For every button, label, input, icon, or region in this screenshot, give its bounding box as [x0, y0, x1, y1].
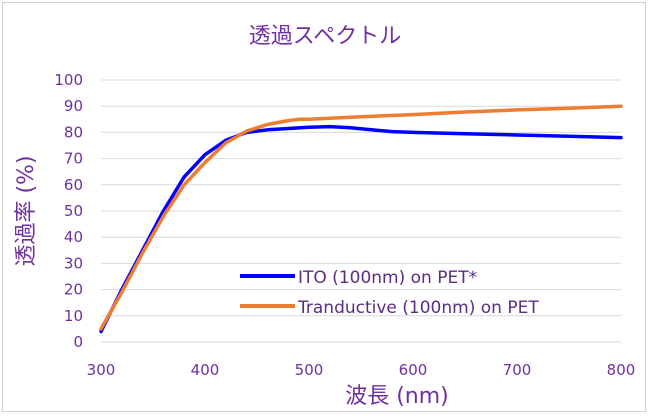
- series-line-2: [99, 104, 623, 331]
- legend-label-2: Tranductive (100nm) on PET: [297, 298, 539, 318]
- chart-frame: 透過スペクトル 0 10 20 30 40 50 60 70 80 90 100 300 400 500…: [2, 2, 646, 412]
- y-tick-label-90: 90: [64, 97, 83, 115]
- y-tick-label-10: 10: [64, 307, 83, 325]
- y-tick-label-50: 50: [64, 202, 83, 220]
- x-axis-label: 波長 (nm): [345, 384, 449, 409]
- x-tick-label-300: 300: [87, 361, 116, 379]
- chart-title: 透過スペクトル: [249, 24, 401, 49]
- y-axis-label: 透過率 (%): [14, 155, 39, 266]
- x-tick-label-400: 400: [191, 361, 220, 379]
- legend-label-1: ITO (100nm) on PET*: [298, 268, 477, 288]
- y-tick-label-80: 80: [64, 123, 83, 141]
- y-tick-label-0: 0: [73, 333, 83, 351]
- legend: ITO (100nm) on PET* Tranductive (100nm) o…: [240, 268, 539, 318]
- y-tick-labels: 0 10 20 30 40 50 60 70 80 90 100: [54, 71, 83, 351]
- x-tick-labels: 300 400 500 600 700 800: [87, 361, 636, 379]
- y-tick-label-20: 20: [64, 281, 83, 299]
- series-line-1: [99, 124, 623, 334]
- y-tick-label-30: 30: [64, 254, 83, 272]
- y-tick-label-70: 70: [64, 150, 83, 168]
- x-tick-label-600: 600: [399, 361, 428, 379]
- x-tick-label-500: 500: [295, 361, 324, 379]
- y-tick-label-40: 40: [64, 228, 83, 246]
- x-tick-label-700: 700: [503, 361, 532, 379]
- grid-lines: [101, 79, 621, 343]
- y-tick-label-60: 60: [64, 176, 83, 194]
- transmission-chart: 透過スペクトル 0 10 20 30 40 50 60 70 80 90 100 300 400 500…: [14, 24, 636, 409]
- series-lines: [99, 104, 623, 334]
- x-tick-label-800: 800: [607, 361, 636, 379]
- y-tick-label-100: 100: [54, 71, 83, 89]
